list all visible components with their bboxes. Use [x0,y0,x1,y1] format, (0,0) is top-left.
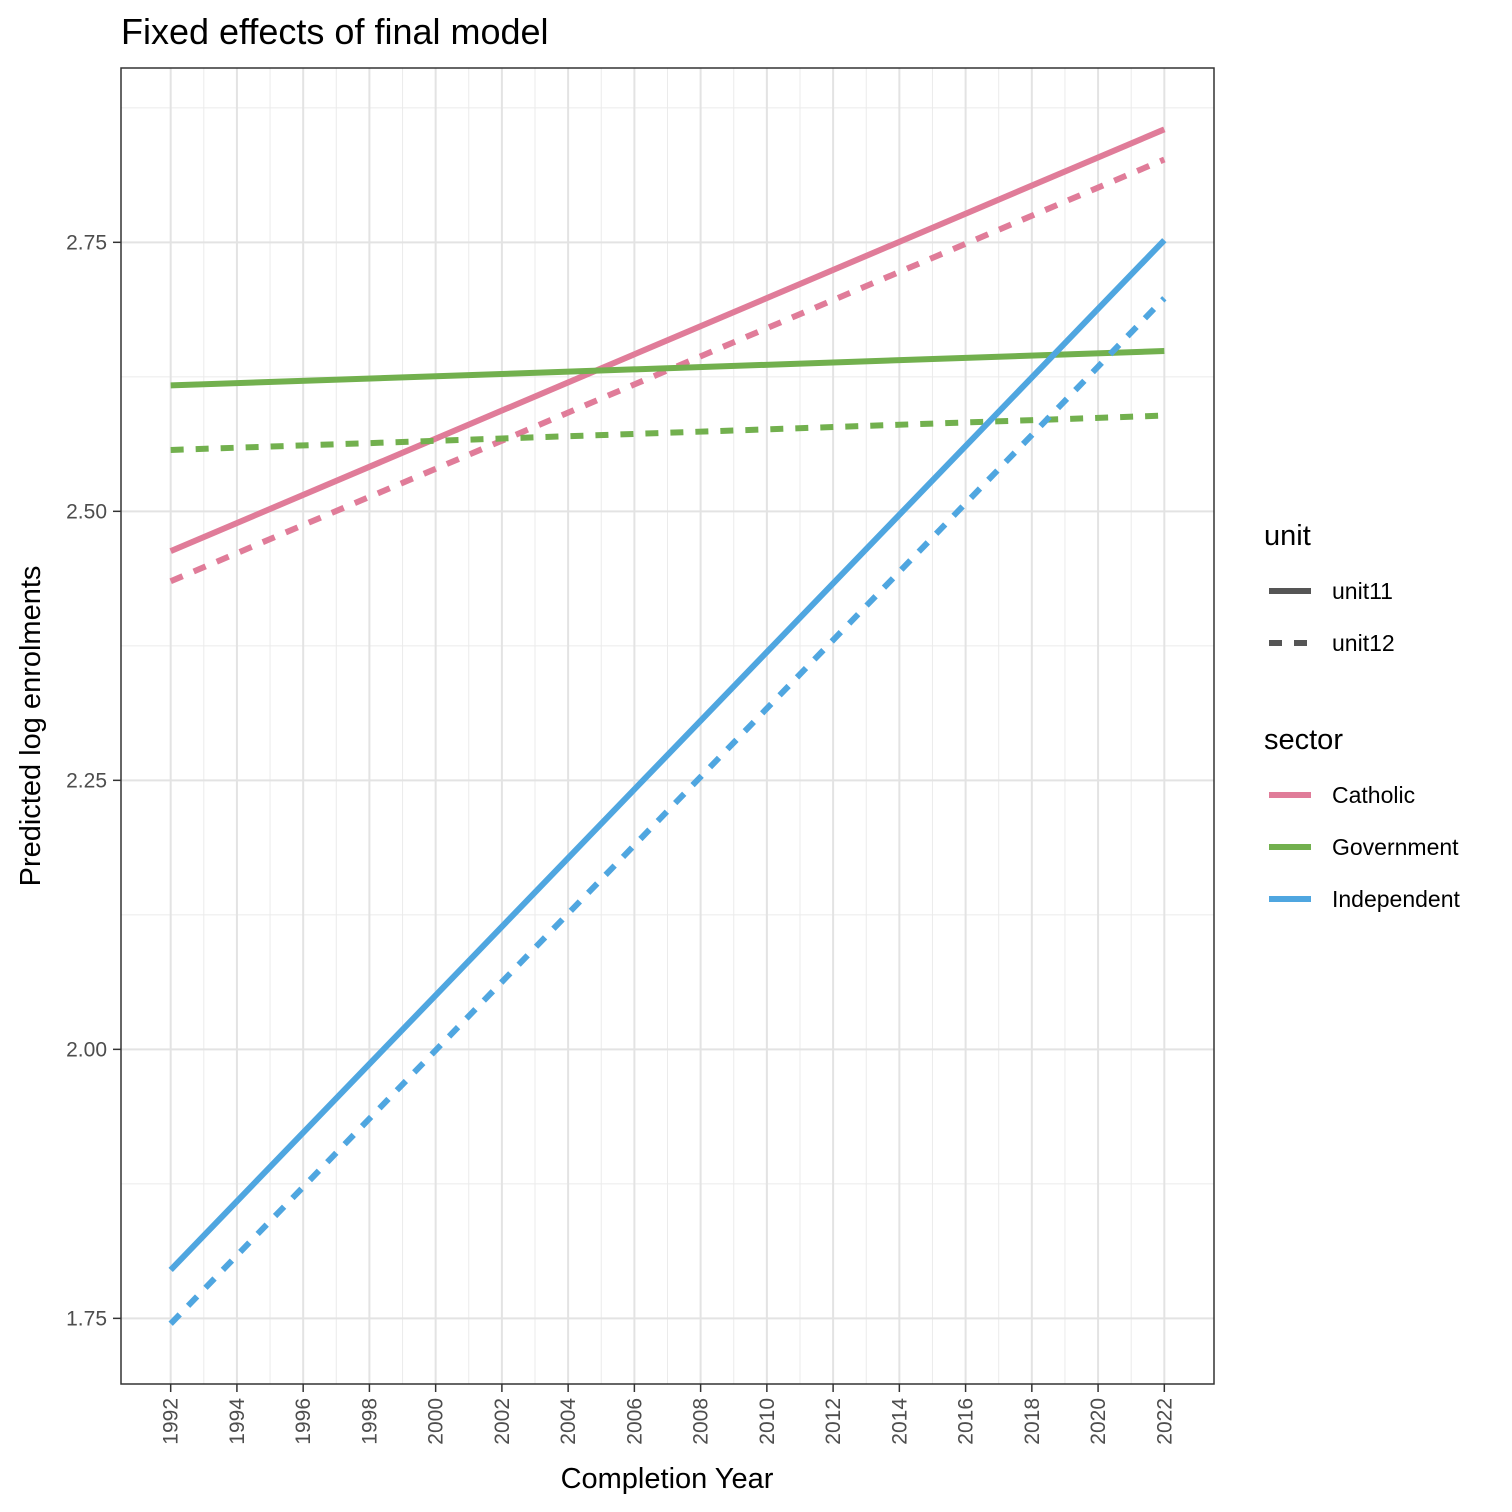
y-axis: 1.75 2.00 2.25 2.50 2.75 [66,231,121,1330]
x-tick-label: 2014 [888,1398,911,1445]
chart-title: Fixed effects of final model [121,11,549,52]
series-line-government-unit12 [170,412,1165,453]
x-tick-label: 2016 [955,1398,978,1445]
y-tick-label: 1.75 [66,1307,107,1330]
legend-label-catholic: Catholic [1332,782,1415,808]
legend-title-sector: sector [1264,724,1343,756]
y-tick-label: 2.00 [66,1038,107,1061]
x-tick-label: 1994 [226,1398,249,1445]
x-tick-label: 2018 [1021,1398,1044,1445]
x-tick-label: 2004 [557,1398,580,1445]
y-tick-label: 2.75 [66,231,107,254]
x-tick-label: 1992 [160,1398,183,1445]
series-line-catholic-unit12 [169,156,1166,585]
series-line-independent-unit11 [168,238,1167,1273]
x-axis: 1992 1994 1996 1998 2000 2002 2004 2006 2008 2010… [160,1384,1176,1445]
x-tick-label: 2020 [1087,1398,1110,1445]
legend-label-government: Government [1332,834,1459,860]
y-tick-label: 2.50 [66,500,107,523]
plot-border [120,67,1215,1385]
x-tick-label: 1998 [358,1398,381,1445]
series-line-independent-unit12 [168,296,1167,1326]
x-tick-label: 2008 [690,1398,713,1445]
y-tick-label: 2.25 [66,769,107,792]
x-tick-label: 2000 [425,1398,448,1445]
legend-label-unit11: unit11 [1332,578,1393,604]
legend: unit unit11 unit12 sector Catholic Government… [1264,520,1461,912]
major-gridlines [121,68,1214,1384]
series-lines [168,126,1167,1326]
x-axis-title: Completion Year [561,1463,774,1495]
x-tick-label: 2010 [756,1398,779,1445]
legend-title-unit: unit [1264,520,1311,552]
series-line-government-unit11 [170,348,1165,389]
series-line-catholic-unit11 [169,126,1166,554]
legend-label-unit12: unit12 [1332,630,1395,656]
legend-label-independent: Independent [1332,886,1461,912]
x-tick-label: 2012 [822,1398,845,1445]
y-axis-title: Predicted log enrolments [15,566,47,887]
x-tick-label: 2002 [491,1398,514,1445]
x-tick-label: 2006 [623,1398,646,1445]
x-tick-label: 2022 [1153,1398,1176,1445]
x-tick-label: 1996 [292,1398,315,1445]
